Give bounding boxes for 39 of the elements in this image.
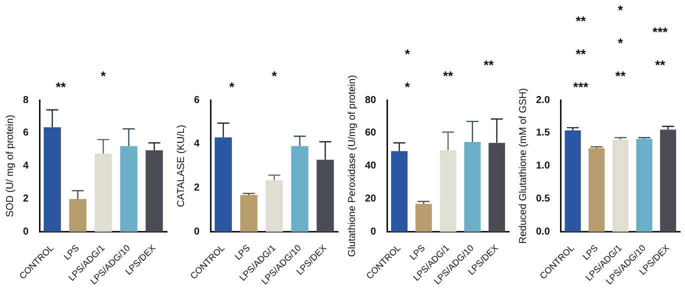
text: * — [404, 46, 411, 62]
y-tick-label: 1.5 — [536, 128, 550, 139]
text: ** — [484, 58, 495, 73]
y-axis-title: Reduced Glutathione (mM of GSH) — [518, 88, 529, 244]
y-tick-label: 0.5 — [536, 194, 550, 205]
y-tick-label: 20 — [365, 194, 377, 205]
y-tick-label: 2.0 — [536, 94, 550, 106]
y-tick-label: 6 — [23, 128, 29, 139]
y-tick-label: 4 — [194, 138, 200, 150]
y-axis-title: SOD (U/ mg of protein) — [4, 114, 16, 218]
y-tick-label: 0 — [23, 226, 29, 238]
y-tick-label: 40 — [365, 160, 377, 172]
text: ** — [615, 68, 626, 84]
y-tick-label: 2 — [23, 194, 29, 205]
y-tick-label: 2 — [194, 182, 200, 194]
text: ** — [576, 46, 587, 62]
text: *** — [573, 80, 590, 95]
y-tick-label: 6 — [194, 94, 200, 106]
text: * — [272, 68, 278, 84]
y-tick-label: 1.0 — [536, 160, 550, 172]
y-axis-title: CATALASE (KU/L) — [176, 124, 187, 208]
text: ** — [655, 58, 666, 73]
y-axis-title: Glutathione Peroxidase (U/mg of protein) — [346, 75, 358, 257]
y-tick-label: 0.0 — [536, 226, 550, 238]
y-tick-label: 0 — [370, 226, 377, 238]
text: ** — [576, 14, 587, 29]
y-tick-label: 0 — [194, 226, 200, 238]
text: * — [229, 80, 236, 95]
text: * — [618, 36, 624, 51]
text: *** — [652, 24, 669, 40]
text: ** — [56, 80, 67, 95]
text: ** — [443, 68, 454, 84]
y-tick-label: 8 — [23, 94, 29, 106]
y-tick-label: 80 — [365, 94, 377, 106]
y-tick-label: 60 — [365, 128, 377, 139]
text: * — [100, 68, 107, 84]
text: * — [618, 2, 624, 18]
text: * — [404, 80, 411, 95]
y-tick-label: 4 — [23, 160, 29, 172]
